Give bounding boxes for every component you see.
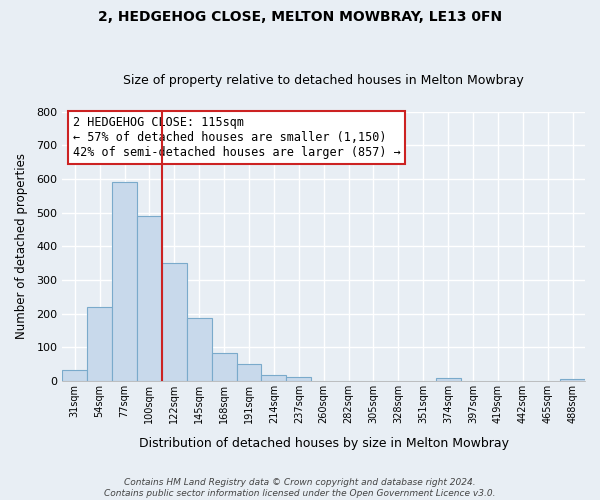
Bar bbox=[560, 380, 585, 381]
Bar bbox=[187, 318, 212, 381]
Bar bbox=[112, 182, 137, 381]
Bar bbox=[137, 216, 162, 381]
Bar bbox=[212, 353, 236, 381]
Text: 2 HEDGEHOG CLOSE: 115sqm
← 57% of detached houses are smaller (1,150)
42% of sem: 2 HEDGEHOG CLOSE: 115sqm ← 57% of detach… bbox=[73, 116, 401, 159]
Bar bbox=[236, 364, 262, 381]
Bar bbox=[87, 307, 112, 381]
Y-axis label: Number of detached properties: Number of detached properties bbox=[15, 154, 28, 340]
Title: Size of property relative to detached houses in Melton Mowbray: Size of property relative to detached ho… bbox=[123, 74, 524, 87]
Bar bbox=[62, 370, 87, 381]
Text: 2, HEDGEHOG CLOSE, MELTON MOWBRAY, LE13 0FN: 2, HEDGEHOG CLOSE, MELTON MOWBRAY, LE13 … bbox=[98, 10, 502, 24]
Bar bbox=[262, 375, 286, 381]
Bar bbox=[162, 263, 187, 381]
X-axis label: Distribution of detached houses by size in Melton Mowbray: Distribution of detached houses by size … bbox=[139, 437, 509, 450]
Bar bbox=[436, 378, 461, 381]
Text: Contains HM Land Registry data © Crown copyright and database right 2024.
Contai: Contains HM Land Registry data © Crown c… bbox=[104, 478, 496, 498]
Bar bbox=[286, 376, 311, 381]
